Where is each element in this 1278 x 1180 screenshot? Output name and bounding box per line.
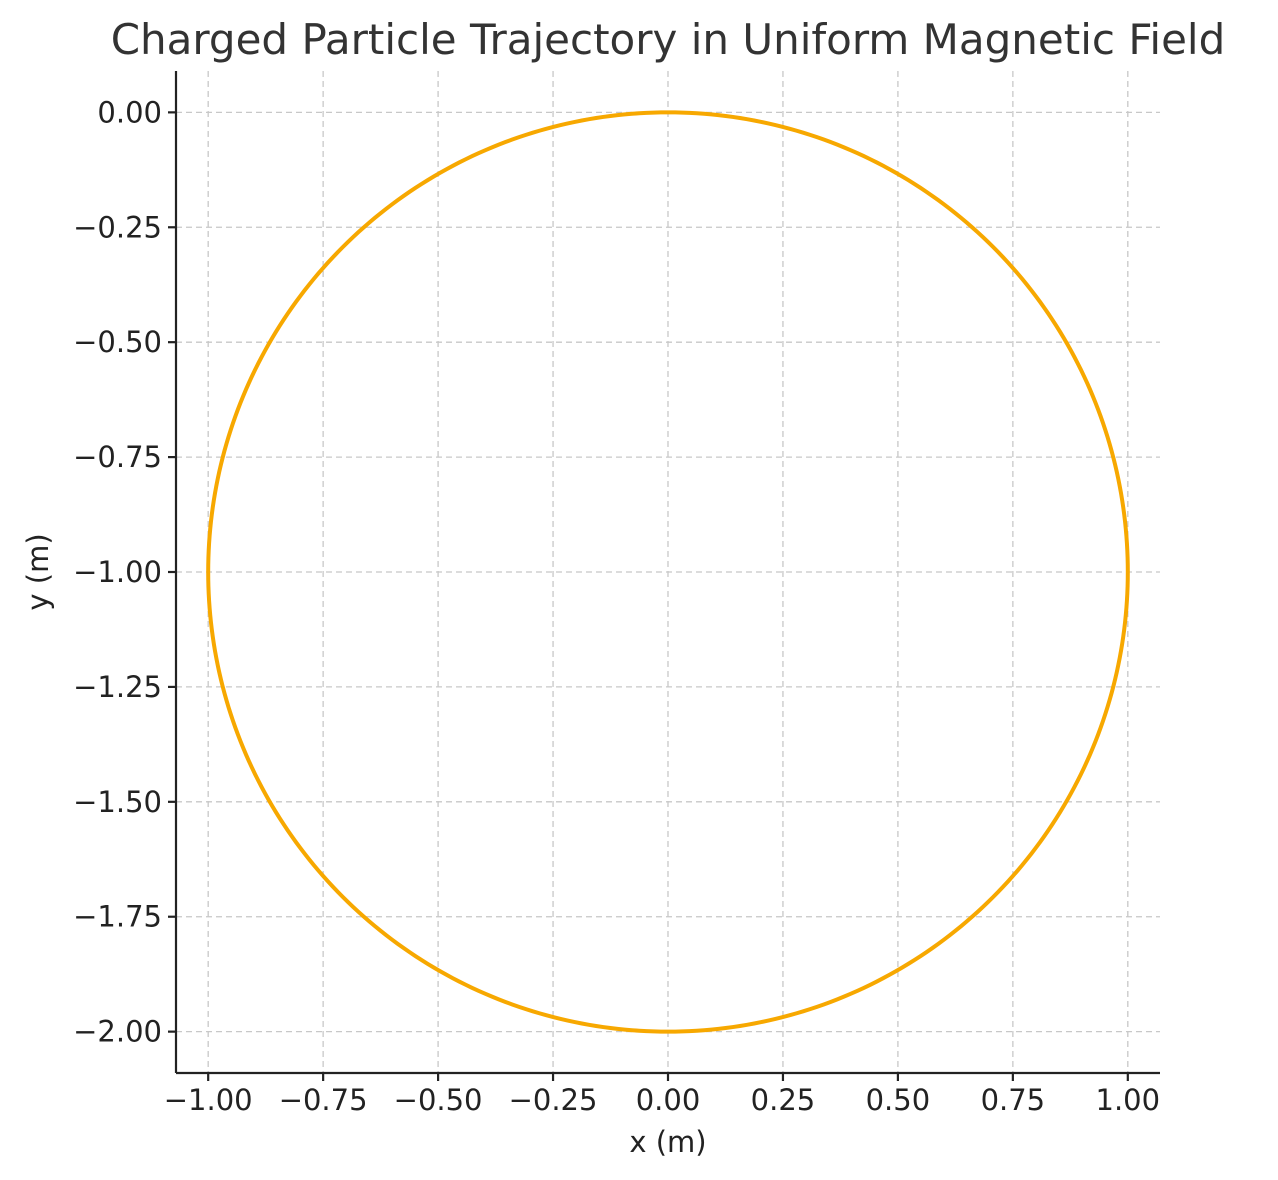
y-tick-label: −0.25 (73, 210, 162, 244)
x-tick-label: −0.50 (394, 1083, 483, 1117)
series-layer (206, 110, 1130, 1034)
x-tick-label: 0.75 (981, 1083, 1046, 1117)
y-tick-label: −1.00 (73, 555, 162, 589)
x-tick-label: 0.50 (866, 1083, 931, 1117)
x-tick-label: −0.25 (509, 1083, 598, 1117)
y-tick-label: −2.00 (73, 1015, 162, 1049)
y-tick-label: −0.75 (73, 440, 162, 474)
x-tick-label: 0.25 (751, 1083, 816, 1117)
x-axis-label: x (m) (629, 1125, 706, 1159)
y-tick-label: −1.25 (73, 670, 162, 704)
x-tick-label: −1.00 (164, 1083, 253, 1117)
y-tick-label: −0.50 (73, 325, 162, 359)
chart-title: Charged Particle Trajectory in Uniform M… (111, 15, 1226, 64)
ticks: −1.00 −0.75 −0.50 −0.25 0.00 0.25 0.50 0.75 1.00… (73, 95, 1160, 1117)
y-tick-label: −1.50 (73, 785, 162, 819)
y-tick-label: −1.75 (73, 900, 162, 934)
x-tick-label: −0.75 (279, 1083, 368, 1117)
y-axis-label: y (m) (21, 533, 55, 610)
x-tick-label: 0.00 (636, 1083, 701, 1117)
x-tick-label: 1.00 (1096, 1083, 1161, 1117)
grid (176, 71, 1160, 1073)
y-tick-label: 0.00 (97, 95, 162, 129)
trajectory-line (206, 110, 1130, 1034)
